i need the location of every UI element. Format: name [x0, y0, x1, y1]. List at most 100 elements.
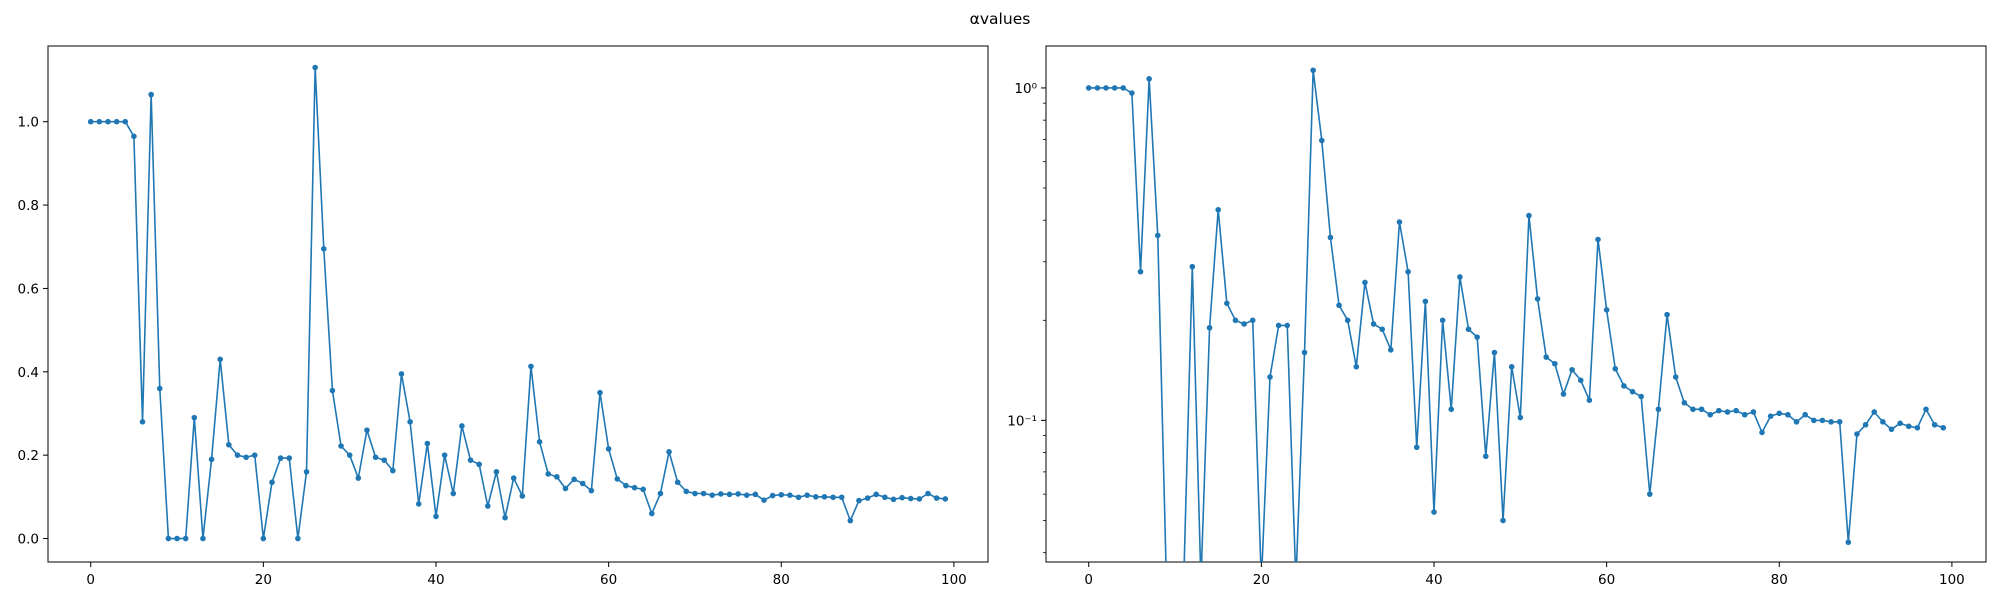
data-point [1750, 409, 1757, 415]
data-point [1810, 417, 1817, 424]
x-tick-label: 20 [255, 572, 272, 588]
data-point [1249, 317, 1256, 324]
data-point [346, 452, 353, 458]
data-point [674, 479, 681, 486]
data-point [718, 491, 724, 497]
data-point [502, 514, 508, 521]
data-point [1267, 374, 1273, 380]
log-scale-chart: 0 20 40 60 80 100 10⁻¹ 10⁰ [1007, 45, 1987, 588]
data-point [1517, 414, 1524, 421]
data-point [709, 492, 716, 498]
data-point [1370, 321, 1377, 327]
data-point [1474, 334, 1480, 340]
data-point [890, 496, 897, 503]
data-point [1120, 85, 1127, 91]
y-tick-label: 0.4 [18, 365, 39, 381]
data-point [648, 510, 655, 517]
data-point [459, 423, 465, 429]
data-point [1914, 424, 1921, 431]
data-point [1422, 298, 1429, 305]
data-point [1526, 212, 1532, 219]
data-point [847, 517, 854, 524]
data-point [1733, 407, 1739, 414]
data-point [1940, 424, 1947, 431]
data-point [1819, 417, 1826, 424]
data-point [1206, 324, 1213, 331]
data-point [1785, 411, 1791, 418]
data-point [1275, 322, 1282, 329]
data-point [1111, 85, 1118, 91]
data-point [1672, 374, 1679, 380]
data-point [1612, 365, 1619, 372]
data-point [804, 492, 810, 498]
data-point [907, 495, 914, 502]
data-point [545, 471, 552, 477]
data-point [476, 461, 482, 468]
figure-title: αvalues [969, 10, 1031, 28]
data-point [1189, 263, 1196, 270]
data-point [493, 469, 500, 475]
data-point [1500, 517, 1506, 524]
data-point [467, 457, 474, 463]
x-tick-label: 60 [1598, 572, 1615, 588]
data-point [191, 414, 198, 421]
data-point [113, 118, 120, 125]
data-point [692, 490, 698, 497]
data-point [1638, 393, 1644, 400]
data-point [1888, 426, 1895, 433]
data-point [398, 371, 405, 377]
axes-frame [1045, 45, 1987, 563]
data-point [579, 480, 586, 487]
data-point [1405, 268, 1411, 275]
data-point [821, 494, 828, 500]
data-point [1310, 67, 1316, 74]
x-tick-label: 20 [1253, 572, 1270, 588]
data-point [122, 118, 129, 125]
data-point [1603, 307, 1610, 313]
data-point [1396, 219, 1403, 225]
data-point [536, 439, 543, 445]
data-point [260, 535, 267, 542]
data-point [597, 389, 603, 396]
data-point [131, 133, 137, 140]
data-point [631, 484, 638, 491]
data-point [1224, 300, 1230, 307]
x-tick-label: 40 [1425, 572, 1442, 588]
data-point [1621, 383, 1627, 389]
data-point [200, 535, 206, 542]
y-tick-label: 0.6 [18, 281, 39, 297]
data-point [1698, 406, 1705, 413]
data-point [174, 535, 180, 542]
data-point [1301, 349, 1308, 356]
data-point [830, 494, 836, 501]
data-point [1482, 453, 1489, 460]
data-point [1586, 397, 1593, 404]
data-point [1707, 411, 1714, 418]
data-point [743, 492, 750, 498]
data-point [1871, 409, 1878, 415]
data-point [510, 475, 517, 481]
data-point [381, 457, 388, 463]
data-point [87, 118, 94, 125]
x-tick-label: 80 [1771, 572, 1788, 588]
data-point [277, 455, 284, 461]
data-point [1543, 354, 1550, 360]
data-point [1880, 419, 1886, 425]
y-tick-label: 10⁰ [1014, 81, 1037, 97]
data-point [1664, 311, 1670, 318]
data-point [1413, 444, 1420, 451]
data-point [320, 246, 327, 252]
y-tick-label: 0.2 [18, 448, 39, 464]
data-point [1232, 317, 1239, 324]
data-point [407, 419, 413, 425]
data-point [683, 488, 690, 495]
data-point [1431, 509, 1437, 515]
data-point [1560, 391, 1567, 397]
data-point [1241, 321, 1247, 327]
data-point [1094, 85, 1101, 91]
data-point [1327, 234, 1334, 241]
data-point [105, 118, 111, 125]
data-point [1897, 420, 1903, 427]
data-point [1595, 236, 1601, 243]
